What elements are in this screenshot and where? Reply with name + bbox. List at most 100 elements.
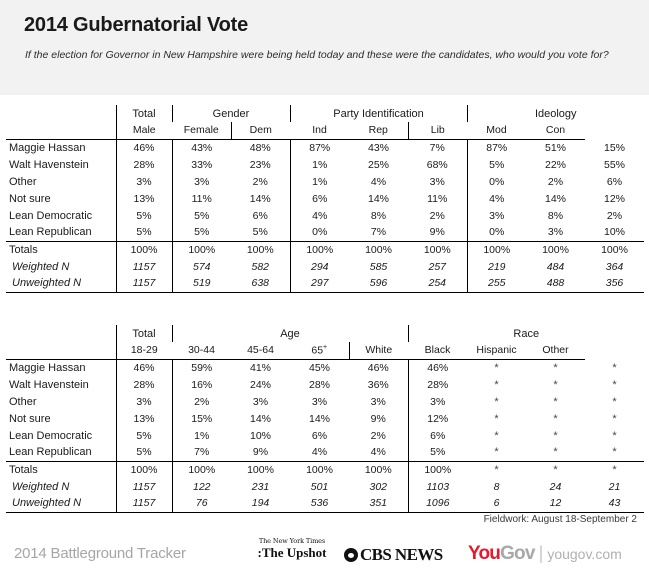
- cell-value: 21: [608, 480, 621, 493]
- question-text: If the election for Governor in New Hamp…: [25, 49, 609, 61]
- cell-value: 0%: [289, 224, 349, 241]
- subheader-65-: 65+: [290, 342, 349, 360]
- table-row: Other 3% 3% 2% 1% 4% 3% 0% 2% 6%: [6, 173, 644, 190]
- cell-value: 582: [251, 260, 270, 273]
- subheader-row: 18-29 30-44 45-64 65+ White Black Hispanic Othe…: [6, 342, 644, 360]
- cell-value: 364: [605, 260, 624, 273]
- cell-total: 1157: [115, 275, 172, 293]
- subheader-45-64: 45-64: [231, 342, 290, 360]
- crosstab-table-1: Total Gender Party Identification Ideology M…: [6, 105, 644, 293]
- header-band: [0, 0, 649, 95]
- cell-total: 13%: [115, 190, 172, 207]
- cell-value: *: [612, 378, 617, 391]
- cell-value: 100%: [349, 460, 408, 478]
- cell-value: 302: [369, 480, 388, 493]
- table-2-head: Total Age Race 18-29 30-44 45-64 65+ White Black…: [6, 325, 644, 360]
- cell-total: 5%: [115, 444, 172, 461]
- cell-value: 351: [349, 495, 408, 513]
- cell-value: 11%: [427, 192, 448, 205]
- cell-value: 100%: [526, 240, 585, 258]
- cell-value: 76: [171, 495, 231, 513]
- nyt-upshot-logo: The New York Times :The Upshot: [232, 538, 352, 560]
- row-label: Maggie Hassan: [9, 361, 86, 374]
- cell-value: 194: [231, 495, 290, 513]
- cell-value: 10%: [603, 226, 625, 239]
- cell-value: 2%: [252, 175, 268, 188]
- cell-value: 7%: [171, 444, 231, 461]
- cell-value: 15%: [603, 141, 625, 154]
- cell-value: 59%: [171, 359, 231, 376]
- cell-value: 12%: [603, 192, 625, 205]
- cell-value: 3%: [466, 207, 526, 224]
- cell-value: *: [494, 395, 499, 408]
- row-label: Other: [9, 395, 37, 408]
- row-label: Unweighted N: [6, 495, 116, 513]
- cell-value: 25%: [367, 158, 389, 171]
- subheader-mod: Mod: [467, 122, 526, 140]
- upshot-text: The Upshot: [261, 544, 327, 560]
- nyt-masthead-text: The New York Times: [258, 537, 326, 545]
- cell-value: 14%: [544, 192, 566, 205]
- cell-value: 6%: [407, 427, 467, 444]
- cell-value: *: [612, 395, 617, 408]
- cell-value: 297: [289, 275, 349, 293]
- row-label: Lean Republican: [9, 226, 92, 239]
- crosstab-table-2: Total Age Race 18-29 30-44 45-64 65+ White Black…: [6, 325, 644, 513]
- table-row: Not sure 13% 15% 14% 14% 9% 12% * * *: [6, 410, 644, 427]
- cell-value: 10%: [249, 429, 271, 442]
- cell-value: 11%: [171, 190, 231, 207]
- cell-value: 4%: [466, 190, 526, 207]
- subheader-row: Male Female Dem Ind Rep Lib Mod Con: [6, 122, 644, 140]
- battleground-tracker-label: 2014 Battleground Tracker: [14, 545, 186, 562]
- cell-value: 46%: [367, 361, 389, 374]
- group-header-ideology: Ideology: [466, 105, 644, 122]
- cell-value: 8%: [547, 209, 564, 222]
- subheader-rep: Rep: [349, 122, 408, 140]
- cell-value: 2%: [171, 393, 231, 410]
- cell-value: 5%: [407, 444, 467, 461]
- table-row: Lean Democratic 5% 1% 10% 6% 2% 6% * * *: [6, 427, 644, 444]
- cell-value: *: [467, 460, 526, 478]
- yougov-divider: |: [538, 543, 544, 563]
- cell-value: 9%: [429, 226, 445, 239]
- subheader-total: [6, 342, 116, 360]
- cell-value: 51%: [544, 141, 566, 154]
- cell-value: 100%: [407, 460, 467, 478]
- cell-value: 1%: [289, 156, 349, 173]
- cell-total: 13%: [115, 410, 172, 427]
- cell-value: 231: [251, 480, 270, 493]
- cell-value: 536: [290, 495, 349, 513]
- cell-value: 22%: [544, 158, 566, 171]
- cell-value: 0%: [466, 173, 526, 190]
- cell-value: 4%: [370, 175, 387, 188]
- cell-value: *: [494, 378, 499, 391]
- cell-value: 6%: [606, 175, 623, 188]
- cell-value: 638: [231, 275, 290, 293]
- cell-value: 28%: [407, 376, 467, 393]
- cell-value: 3%: [429, 175, 445, 188]
- cell-value: 596: [349, 275, 408, 293]
- cell-value: 4%: [311, 446, 328, 459]
- cell-value: 100%: [408, 240, 467, 258]
- row-label: Unweighted N: [6, 275, 116, 293]
- row-label: Other: [9, 175, 37, 188]
- cbs-eye-icon: [344, 548, 358, 562]
- cell-value: 1096: [407, 495, 467, 513]
- cell-total: 46%: [115, 139, 172, 156]
- cell-value: 356: [585, 275, 644, 293]
- row-label: Not sure: [9, 412, 51, 425]
- row-label: Weighted N: [12, 480, 70, 493]
- subheader-dem: Dem: [230, 122, 290, 140]
- cell-total: 5%: [115, 207, 172, 224]
- row-label: Walt Havenstein: [9, 158, 89, 171]
- cell-value: 5%: [171, 207, 231, 224]
- cell-value: 100%: [289, 240, 349, 258]
- row-label: Totals: [6, 460, 116, 478]
- cell-total: 100%: [115, 460, 172, 478]
- cell-value: 100%: [231, 240, 290, 258]
- unweighted-n-row: Unweighted N 1157 76 194 536 351 1096 6 12 43: [6, 495, 644, 513]
- cbs-news-text: CBS NEWS: [360, 545, 443, 564]
- cell-value: 4%: [370, 446, 386, 459]
- subheader-female: Female: [172, 122, 231, 140]
